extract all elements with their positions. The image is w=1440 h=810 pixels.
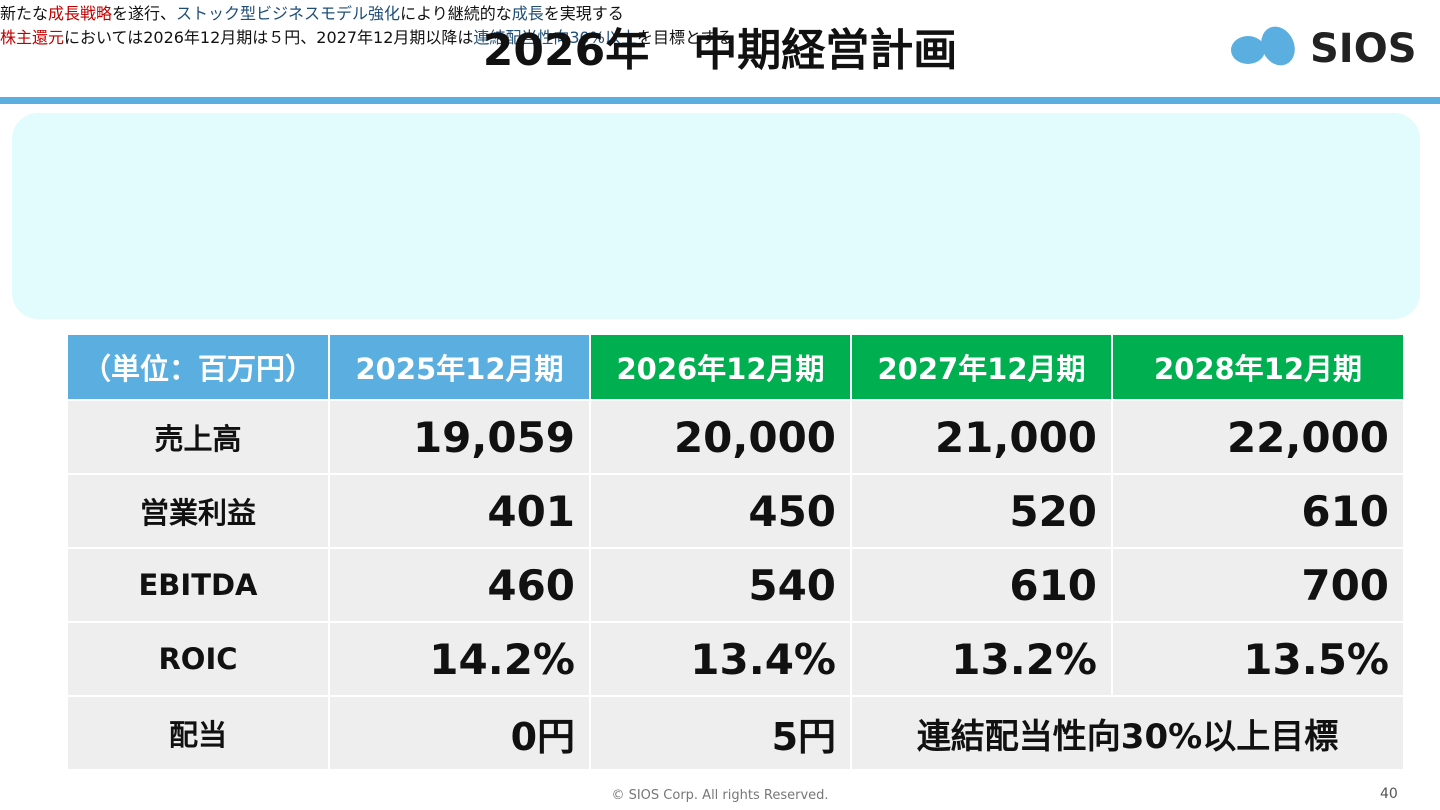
row-label: EBITDA	[65, 547, 331, 623]
bullet-text: 成長戦略	[48, 4, 113, 23]
value-cell: 450	[589, 473, 853, 549]
value-cell: 0円	[328, 695, 592, 771]
table-row: 営業利益 401 450 520 610	[65, 473, 1406, 549]
header-cell: 2026年12月期	[589, 333, 853, 401]
header-rule	[0, 97, 1440, 104]
row-label: 売上高	[65, 399, 331, 475]
bullet-text: を実現する	[543, 4, 624, 23]
logo-text: SIOS	[1310, 26, 1417, 72]
bullet-text: により継続的な	[400, 4, 512, 23]
header-cell: （単位：百万円）	[65, 333, 331, 401]
bullet-text: 株主還元	[0, 28, 65, 47]
bullet-text: 新たな	[0, 4, 49, 23]
bullet-text: においては2026年12月期は５円、2027年12月期以降は	[64, 28, 474, 47]
value-cell: 401	[328, 473, 592, 549]
value-cell: 14.2%	[328, 621, 592, 697]
slide-title: 2026年 中期経営計画	[482, 25, 958, 76]
table-row: EBITDA 460 540 610 700	[65, 547, 1406, 623]
header-cell: 2028年12月期	[1111, 333, 1406, 401]
value-cell: 連結配当性向30%以上目標	[850, 695, 1406, 771]
value-cell: 460	[328, 547, 592, 623]
row-label: 配当	[65, 695, 331, 771]
table-row: ROIC 14.2% 13.4% 13.2% 13.5%	[65, 621, 1406, 697]
value-cell: 19,059	[328, 399, 592, 475]
bullet-list: 新たな成長戦略を遂行、ストック型ビジネスモデル強化により継続的な成長を実現する株…	[0, 0, 1440, 48]
bullet-text: を遂行、	[112, 4, 177, 23]
bullet-text: 連結配当性向30%以上	[473, 28, 637, 47]
page-number: 40	[1380, 786, 1398, 802]
row-label: ROIC	[65, 621, 331, 697]
bullet-text: ストック型ビジネスモデル強化	[176, 4, 401, 23]
copyright: © SIOS Corp. All rights Reserved.	[611, 788, 829, 803]
value-cell: 13.5%	[1111, 621, 1406, 697]
value-cell: 13.4%	[589, 621, 853, 697]
row-label: 営業利益	[65, 473, 331, 549]
header-row: （単位：百万円） 2025年12月期 2026年12月期 2027年12月期 2028年…	[65, 333, 1406, 401]
value-cell: 21,000	[850, 399, 1114, 475]
value-cell: 610	[1111, 473, 1406, 549]
value-cell: 20,000	[589, 399, 853, 475]
bullet: 新たな成長戦略を遂行、ストック型ビジネスモデル強化により継続的な成長を実現する	[0, 0, 1440, 24]
bullet-text: 成長	[511, 4, 544, 23]
value-cell: 610	[850, 547, 1114, 623]
value-cell: 22,000	[1111, 399, 1406, 475]
plan-table: （単位：百万円） 2025年12月期 2026年12月期 2027年12月期 2028年…	[65, 333, 1406, 771]
value-cell: 13.2%	[850, 621, 1114, 697]
logo: SIOS	[1231, 26, 1417, 72]
header-cell: 2027年12月期	[850, 333, 1114, 401]
value-cell: 520	[850, 473, 1114, 549]
logo-blob	[1261, 26, 1295, 66]
value-cell: 540	[589, 547, 853, 623]
logo-blob	[1231, 36, 1265, 64]
header-cell: 2025年12月期	[328, 333, 592, 401]
value-cell: 700	[1111, 547, 1406, 623]
bullet: 株主還元においては2026年12月期は５円、2027年12月期以降は連結配当性向…	[0, 24, 1440, 48]
bullet-text: を目標とする	[636, 28, 733, 47]
table-row: 配当 0円 5円 連結配当性向30%以上目標	[65, 695, 1406, 771]
table-row: 売上高 19,059 20,000 21,000 22,000	[65, 399, 1406, 475]
value-cell: 5円	[589, 695, 853, 771]
summary-box	[12, 113, 1420, 319]
